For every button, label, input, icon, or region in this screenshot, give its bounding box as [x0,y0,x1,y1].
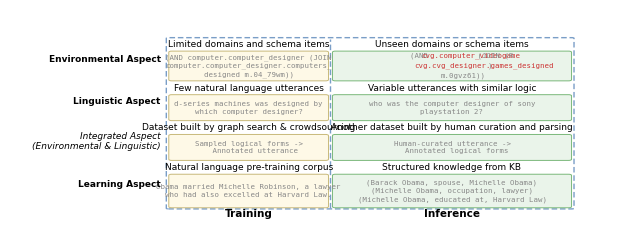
Text: Obama married Michelle Robinson, a lawyer
who had also excelled at Harvard Law.: Obama married Michelle Robinson, a lawye… [156,184,341,198]
Text: Few natural language utterances: Few natural language utterances [173,83,324,92]
Text: Variable utterances with similar logic: Variable utterances with similar logic [368,83,536,92]
Text: Dataset built by graph search & crowdsourcing: Dataset built by graph search & crowdsou… [142,123,355,132]
FancyBboxPatch shape [169,51,328,81]
Text: (JOIN (R: (JOIN (R [473,53,514,59]
Text: (AND: (AND [410,53,432,59]
Text: who was the computer designer of sony
playstation 2?: who was the computer designer of sony pl… [369,101,535,115]
Text: Another dataset built by human curation and parsing: Another dataset built by human curation … [331,123,573,132]
Text: Natural language pre-training corpus: Natural language pre-training corpus [164,163,333,172]
Text: d-series machines was designed by
which computer designer?: d-series machines was designed by which … [174,101,323,115]
Text: (AND computer.computer_designer (JOIN
computer.computer_designer.computers_
desi: (AND computer.computer_designer (JOIN co… [165,54,332,78]
FancyBboxPatch shape [332,95,572,121]
FancyBboxPatch shape [332,51,572,81]
Text: cvg.cvg_designer.games_designed: cvg.cvg_designer.games_designed [414,63,554,69]
Text: Training: Training [225,209,273,219]
Text: Linguistic Aspect: Linguistic Aspect [74,97,161,106]
FancyBboxPatch shape [169,135,328,160]
FancyBboxPatch shape [169,174,328,208]
Text: cvg.computer_videogame: cvg.computer_videogame [421,53,520,60]
Text: (Barack Obama, spouse, Michelle Obama)
(Michelle Obama, occupation, lawyer)
(Mic: (Barack Obama, spouse, Michelle Obama) (… [358,180,547,202]
Text: Inference: Inference [424,209,480,219]
Text: Unseen domains or schema items: Unseen domains or schema items [375,40,529,49]
Text: Sampled logical forms ->
   Annotated utterance: Sampled logical forms -> Annotated utter… [195,140,303,154]
Text: m.0gvz61)): m.0gvz61)) [440,73,485,79]
Text: ): ) [487,63,492,69]
FancyBboxPatch shape [332,135,572,160]
Text: Limited domains and schema items: Limited domains and schema items [168,40,330,49]
Text: Integrated Aspect
(Environmental & Linguistic): Integrated Aspect (Environmental & Lingu… [32,132,161,151]
FancyBboxPatch shape [332,174,572,208]
Text: Environmental Aspect: Environmental Aspect [49,55,161,64]
Text: Structured knowledge from KB: Structured knowledge from KB [383,163,522,172]
FancyBboxPatch shape [169,95,328,121]
Text: Learning Aspect: Learning Aspect [78,180,161,189]
Text: Human-curated utterance ->
  Annotated logical forms: Human-curated utterance -> Annotated log… [394,140,511,154]
